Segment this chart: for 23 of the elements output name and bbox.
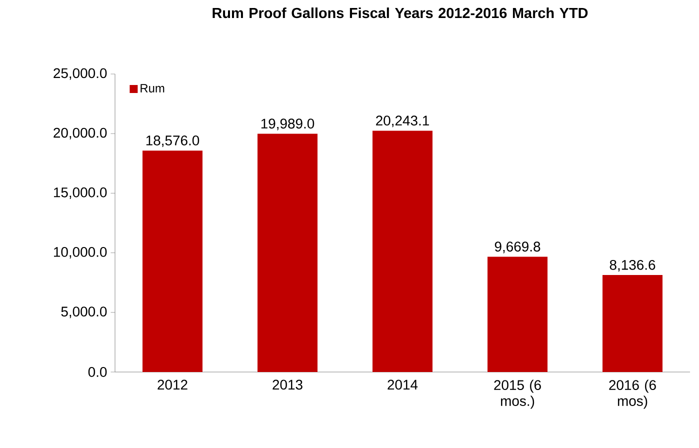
bar [258, 134, 318, 372]
data-label: 8,136.6 [610, 260, 656, 272]
chart-title: Rum Proof Gallons Fiscal Years 2012-2016 March YTD [212, 8, 588, 18]
bar [142, 150, 202, 372]
data-label: 19,989.0 [261, 118, 314, 130]
y-tick-label: 5,000.0 [61, 306, 107, 318]
data-label: 20,243.1 [376, 116, 429, 128]
x-tick-label: 2014 [388, 380, 418, 390]
bar [602, 275, 663, 372]
bar [488, 256, 548, 372]
y-tick-label: 20,000.0 [54, 128, 107, 140]
x-tick-label: 2015 (6 mos.) [494, 380, 541, 409]
data-label: 9,669.8 [494, 242, 540, 254]
y-tick-label: 25,000.0 [54, 68, 107, 80]
x-tick-label: 2013 [272, 380, 302, 390]
x-tick-label: 2016 (6 mos) [609, 380, 656, 409]
y-tick-label: 0.0 [88, 367, 107, 377]
legend-label: Rum [140, 84, 164, 92]
y-tick-label: 15,000.0 [54, 187, 107, 199]
bar [372, 130, 433, 372]
x-tick-label: 2012 [158, 380, 188, 390]
data-label: 18,576.0 [146, 136, 200, 148]
y-tick-label: 10,000.0 [54, 247, 107, 259]
